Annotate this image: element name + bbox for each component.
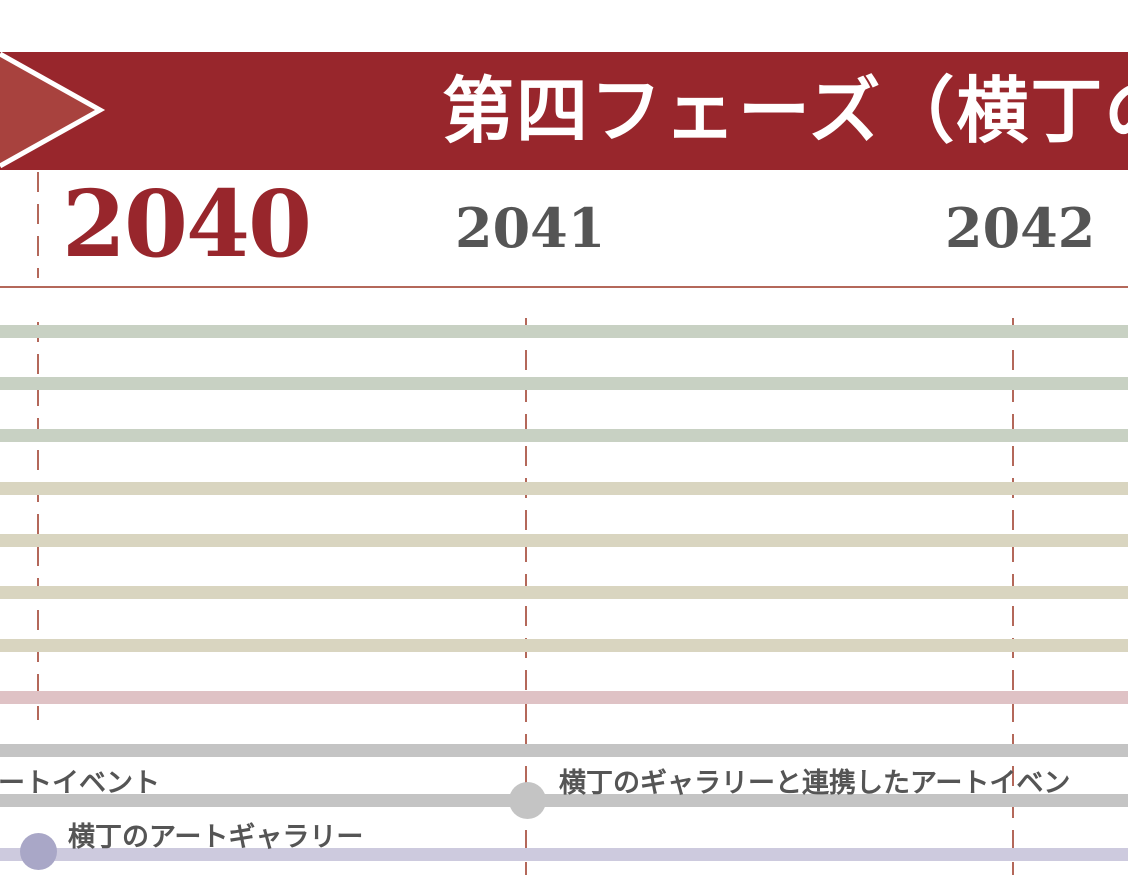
header-divider (0, 286, 1128, 288)
timeline-bar-green-2 (0, 377, 1128, 390)
year-2040-heading: 2040 (62, 170, 312, 278)
timeline-bar-beige-2 (0, 534, 1128, 547)
event-marker-gray (509, 782, 546, 819)
timeline-bar-lavender (0, 848, 1128, 861)
timeline-bar-beige-3 (0, 586, 1128, 599)
year-2042-heading: 2042 (945, 196, 1096, 260)
phase-arrow-icon (0, 52, 106, 169)
timeline-bar-gray-2 (0, 794, 1128, 807)
event-label-gallery-art-event: 横丁のギャラリーと連携したアートイベン (559, 768, 1071, 799)
event-label-art-event-cont: ートイベント (0, 768, 160, 799)
timeline-bar-gray-1 (0, 744, 1128, 757)
timeline-bar-beige-4 (0, 639, 1128, 652)
phase-banner: 第四フェーズ（横丁の (0, 52, 1128, 170)
timeline-bar-pink (0, 691, 1128, 704)
year-2041-heading: 2041 (455, 196, 606, 260)
event-label-art-gallery: 横丁のアートギャラリー (68, 822, 364, 853)
timeline-bar-beige-1 (0, 482, 1128, 495)
event-marker-lavender (20, 833, 57, 870)
timeline-bar-green-1 (0, 325, 1128, 338)
timeline-bar-green-3 (0, 429, 1128, 442)
phase-title: 第四フェーズ（横丁の (442, 68, 1128, 153)
